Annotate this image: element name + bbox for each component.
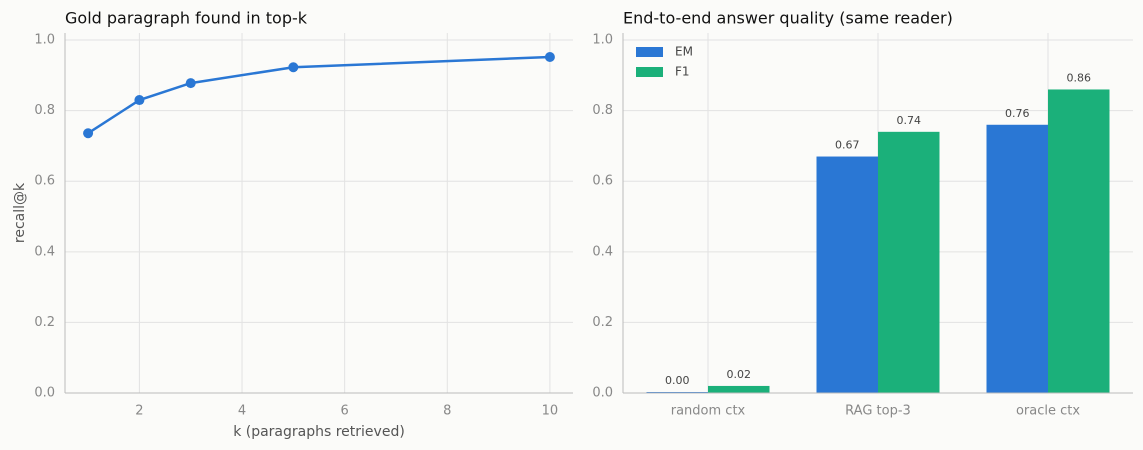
- y-tick-label: 0.4: [34, 244, 55, 259]
- x-tick-label: oracle ctx: [1016, 404, 1080, 419]
- y-axis-label: recall@k: [12, 182, 28, 243]
- x-tick-label: RAG top-3: [845, 404, 911, 419]
- y-tick-label: 0.6: [34, 174, 55, 189]
- y-tick-label: 0.8: [592, 103, 613, 118]
- value-label: 0.76: [1005, 107, 1030, 120]
- y-tick-label: 0.2: [34, 315, 55, 330]
- value-label: 0.74: [897, 114, 922, 127]
- y-tick-label: 1.0: [592, 33, 613, 48]
- point: [288, 62, 299, 73]
- legend-swatch: [636, 67, 663, 77]
- y-tick-label: 0.0: [34, 386, 55, 401]
- line: [87, 55, 550, 135]
- bar: [878, 131, 940, 393]
- legend-swatch: [636, 47, 663, 57]
- value-label: 0.02: [727, 368, 752, 381]
- chart-title: End-to-end answer quality (same reader): [623, 9, 953, 28]
- value-label: 0.00: [665, 374, 690, 387]
- point: [83, 128, 94, 139]
- point: [185, 78, 196, 89]
- x-tick-label: 2: [135, 404, 143, 419]
- x-tick-label: 10: [542, 404, 559, 419]
- y-tick-label: 0.0: [592, 386, 613, 401]
- y-tick-label: 1.0: [34, 33, 55, 48]
- value-label: 0.86: [1067, 71, 1092, 84]
- x-axis-label: k (paragraphs retrieved): [233, 424, 405, 440]
- x-tick-label: 4: [238, 404, 246, 419]
- bar: [708, 385, 770, 393]
- x-tick-label: random ctx: [671, 404, 746, 419]
- chart-title: Gold paragraph found in top-k: [65, 9, 308, 28]
- x-tick-label: 6: [341, 404, 349, 419]
- value-label: 0.67: [835, 139, 860, 152]
- x-tick-label: 8: [443, 404, 451, 419]
- y-tick-label: 0.6: [592, 174, 613, 189]
- y-tick-label: 0.8: [34, 103, 55, 118]
- point: [134, 95, 145, 106]
- y-tick-label: 0.4: [592, 244, 613, 259]
- y-tick-label: 0.2: [592, 315, 613, 330]
- bar: [986, 124, 1048, 393]
- point: [544, 52, 555, 62]
- legend-label: EM: [675, 45, 693, 59]
- bar: [816, 156, 878, 393]
- legend-label: F1: [675, 65, 690, 79]
- bar: [1048, 89, 1110, 394]
